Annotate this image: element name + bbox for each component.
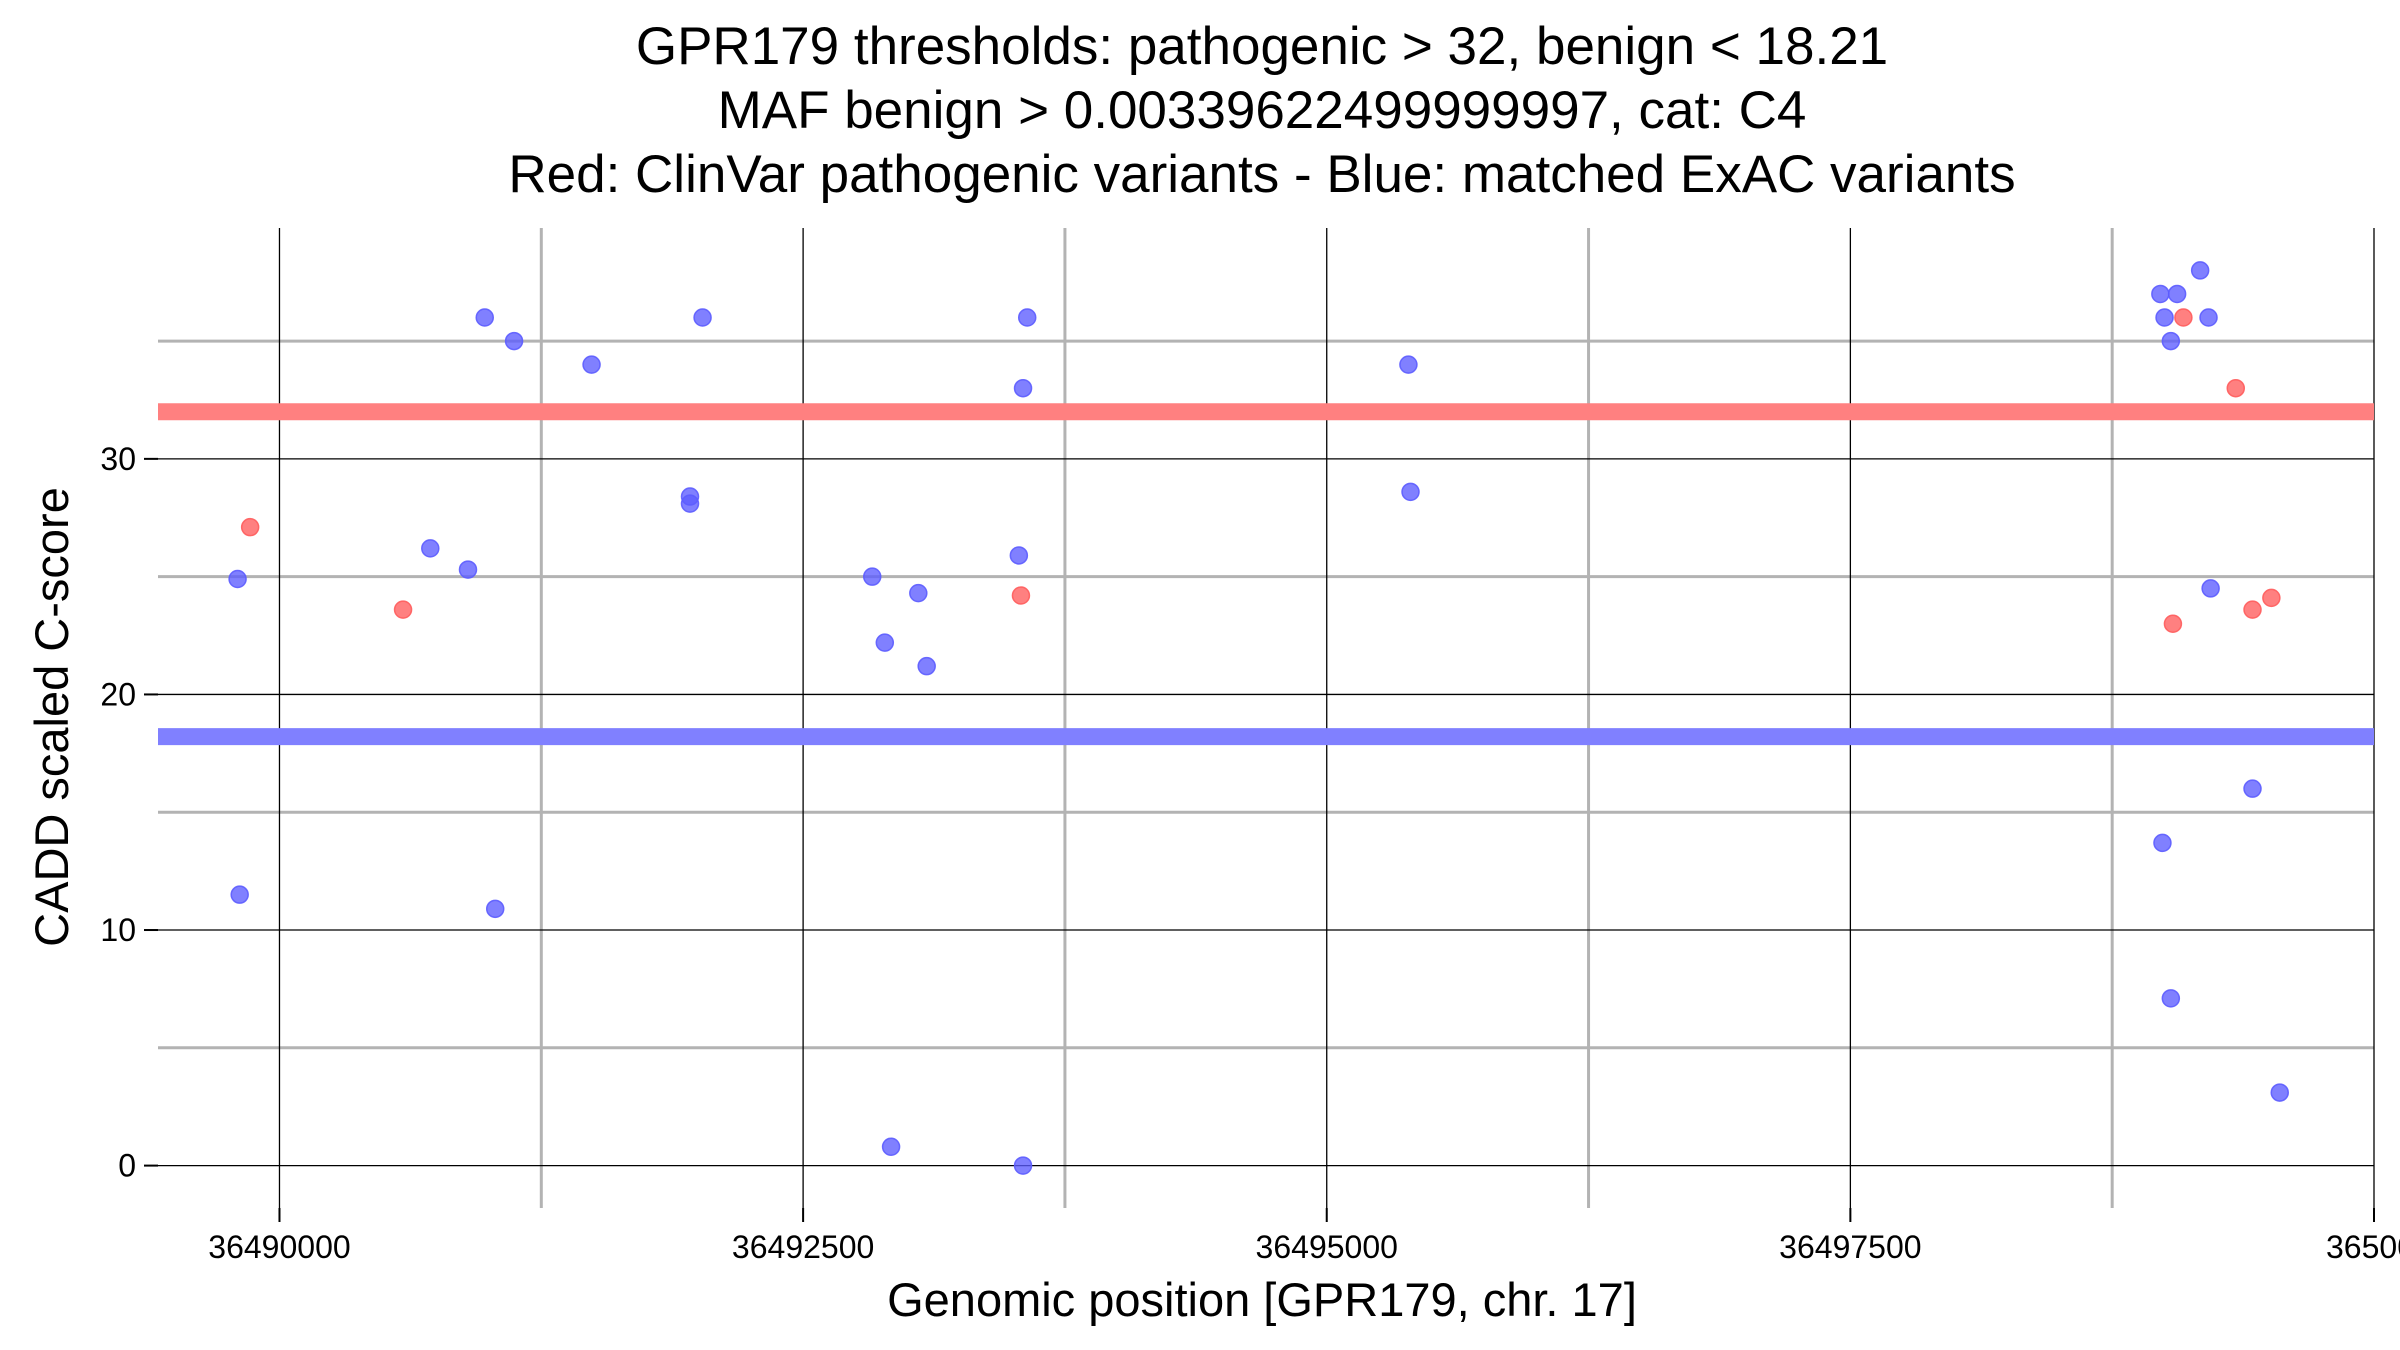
data-point (875, 633, 895, 652)
data-point (2270, 1083, 2289, 1102)
data-point (228, 569, 247, 589)
y-tick-label: 30 (100, 441, 136, 477)
data-point (2174, 308, 2193, 327)
data-point (2199, 308, 2218, 327)
x-axis-title: Genomic position [GPR179, chr. 17] (887, 1273, 1637, 1326)
data-point (2201, 579, 2220, 598)
data-point (2151, 284, 2170, 304)
x-tick-label: 36490000 (208, 1229, 350, 1265)
threshold-lines (158, 403, 2374, 746)
data-point (582, 355, 601, 374)
plot-area (158, 228, 2375, 1208)
data-point (2155, 308, 2174, 327)
data-point (2153, 833, 2172, 853)
data-point (1009, 546, 1029, 565)
data-point (2161, 331, 2181, 351)
data-point (2161, 989, 2181, 1008)
x-tick-label: 3650000 (2326, 1229, 2400, 1265)
data-point (2163, 614, 2183, 634)
data-point (1017, 308, 1037, 327)
data-point (2243, 600, 2262, 619)
data-point (393, 600, 413, 619)
data-point (862, 567, 882, 586)
data-point (458, 560, 478, 579)
minor-gridlines (158, 228, 2374, 1208)
data-point (2262, 588, 2281, 608)
data-point (421, 539, 440, 558)
data-point (504, 331, 524, 351)
y-tick-label: 10 (100, 912, 136, 948)
x-tick-label: 36495000 (1256, 1229, 1398, 1265)
data-point (1011, 586, 1031, 605)
title-line-1: GPR179 thresholds: pathogenic > 32, beni… (636, 17, 1888, 76)
y-tick-label: 20 (100, 676, 136, 712)
data-point (240, 517, 260, 537)
chart-title: GPR179 thresholds: pathogenic > 32, beni… (508, 17, 2015, 204)
data-point (2167, 284, 2187, 304)
data-point (1013, 1156, 1033, 1175)
data-point (2190, 261, 2210, 280)
data-point (475, 308, 494, 327)
series-exac-matched (228, 261, 2289, 1175)
y-tick-label: 0 (118, 1148, 136, 1184)
data-point (230, 885, 249, 904)
series-clinvar-pathogenic (240, 308, 2281, 634)
data-point (2226, 378, 2246, 398)
data-point (917, 656, 936, 676)
y-axis: 0 10 20 30 (100, 441, 158, 1184)
data-point (485, 899, 505, 919)
title-line-2: MAF benign > 0.00339622499999997, cat: C… (718, 81, 1807, 140)
x-tick-label: 36492500 (732, 1229, 874, 1265)
major-gridlines (158, 228, 2375, 1208)
x-tick-label: 36497500 (1779, 1229, 1921, 1265)
x-axis: 36490000 36492500 36495000 36497500 3650000 (208, 1208, 2400, 1265)
data-point (1013, 378, 1033, 398)
data-point (909, 583, 928, 603)
data-point (881, 1137, 901, 1156)
data-point (680, 494, 700, 513)
data-point (693, 308, 712, 327)
data-point (2243, 779, 2262, 798)
title-line-3: Red: ClinVar pathogenic variants - Blue:… (508, 145, 2015, 204)
data-point (1401, 482, 1420, 502)
data-points (228, 261, 2289, 1175)
data-point (1399, 355, 1418, 374)
y-axis-title: CADD scaled C-score (25, 487, 78, 947)
